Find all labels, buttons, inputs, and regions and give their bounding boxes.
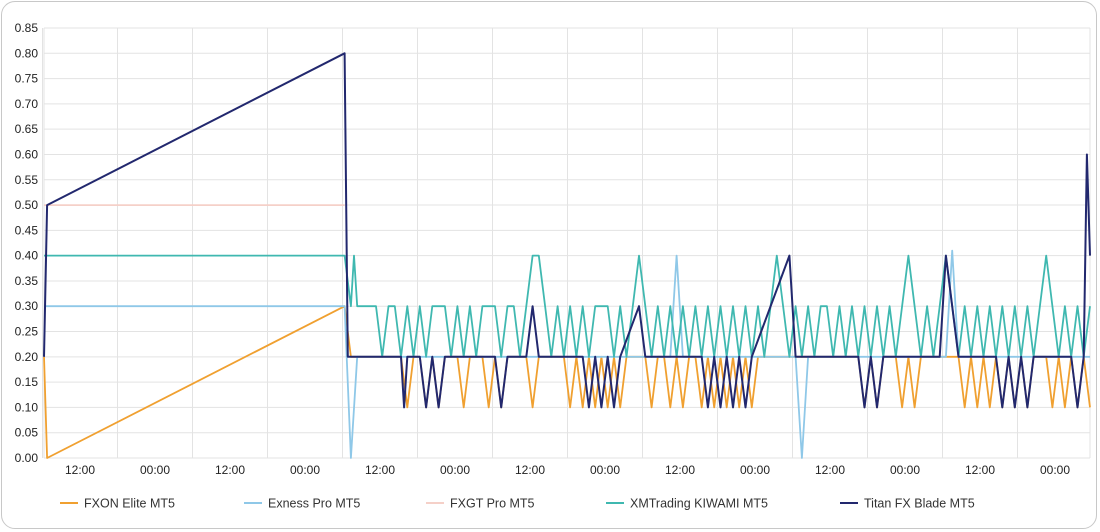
x-tick-label: 12:00 <box>215 463 245 477</box>
y-tick-label: 0.30 <box>15 299 39 313</box>
y-tick-label: 0.25 <box>15 325 39 339</box>
y-tick-label: 0.80 <box>15 46 39 60</box>
x-tick-label: 00:00 <box>290 463 320 477</box>
y-tick-label: 0.40 <box>15 249 39 263</box>
series-line-4 <box>43 52 1091 409</box>
x-tick-label: 00:00 <box>590 463 620 477</box>
y-tick-label: 0.60 <box>15 147 39 161</box>
x-tick-label: 00:00 <box>890 463 920 477</box>
y-tick-label: 0.70 <box>15 97 39 111</box>
x-tick-label: 12:00 <box>65 463 95 477</box>
x-tick-label: 00:00 <box>140 463 170 477</box>
series-lines <box>43 52 1091 459</box>
y-tick-label: 0.50 <box>15 198 39 212</box>
y-tick-label: 0.35 <box>15 274 39 288</box>
y-tick-label: 0.75 <box>15 72 39 86</box>
y-tick-label: 0.15 <box>15 375 39 389</box>
x-tick-label: 12:00 <box>965 463 995 477</box>
y-tick-label: 0.45 <box>15 223 39 237</box>
x-tick-label: 12:00 <box>515 463 545 477</box>
x-tick-label: 00:00 <box>740 463 770 477</box>
legend-label[interactable]: Exness Pro MT5 <box>268 497 360 511</box>
x-tick-label: 12:00 <box>815 463 845 477</box>
y-tick-label: 0.20 <box>15 350 39 364</box>
x-tick-label: 12:00 <box>365 463 395 477</box>
x-axis-ticks: 12:00 00:00 12:00 00:00 12:00 00:00 12:00 00:00… <box>65 463 1070 477</box>
y-tick-label: 0.05 <box>15 426 39 440</box>
legend-label[interactable]: Titan FX Blade MT5 <box>864 497 975 511</box>
legend-label[interactable]: XMTrading KIWAMI MT5 <box>630 497 768 511</box>
x-tick-label: 00:00 <box>1040 463 1070 477</box>
legend-label[interactable]: FXON Elite MT5 <box>84 497 175 511</box>
y-tick-label: 0.55 <box>15 173 39 187</box>
y-axis-ticks: 0.00 0.05 0.10 0.15 0.20 0.25 0.30 0.35 0.40 0.45… <box>15 21 39 465</box>
legend: FXON Elite MT5 Exness Pro MT5 FXGT Pro MT5… <box>60 497 975 511</box>
x-tick-label: 12:00 <box>665 463 695 477</box>
grid <box>42 27 1091 459</box>
y-tick-label: 0.00 <box>15 451 39 465</box>
legend-label[interactable]: FXGT Pro MT5 <box>450 497 535 511</box>
y-tick-label: 0.85 <box>15 21 39 35</box>
y-tick-label: 0.10 <box>15 400 39 414</box>
y-tick-label: 0.65 <box>15 122 39 136</box>
x-tick-label: 00:00 <box>440 463 470 477</box>
